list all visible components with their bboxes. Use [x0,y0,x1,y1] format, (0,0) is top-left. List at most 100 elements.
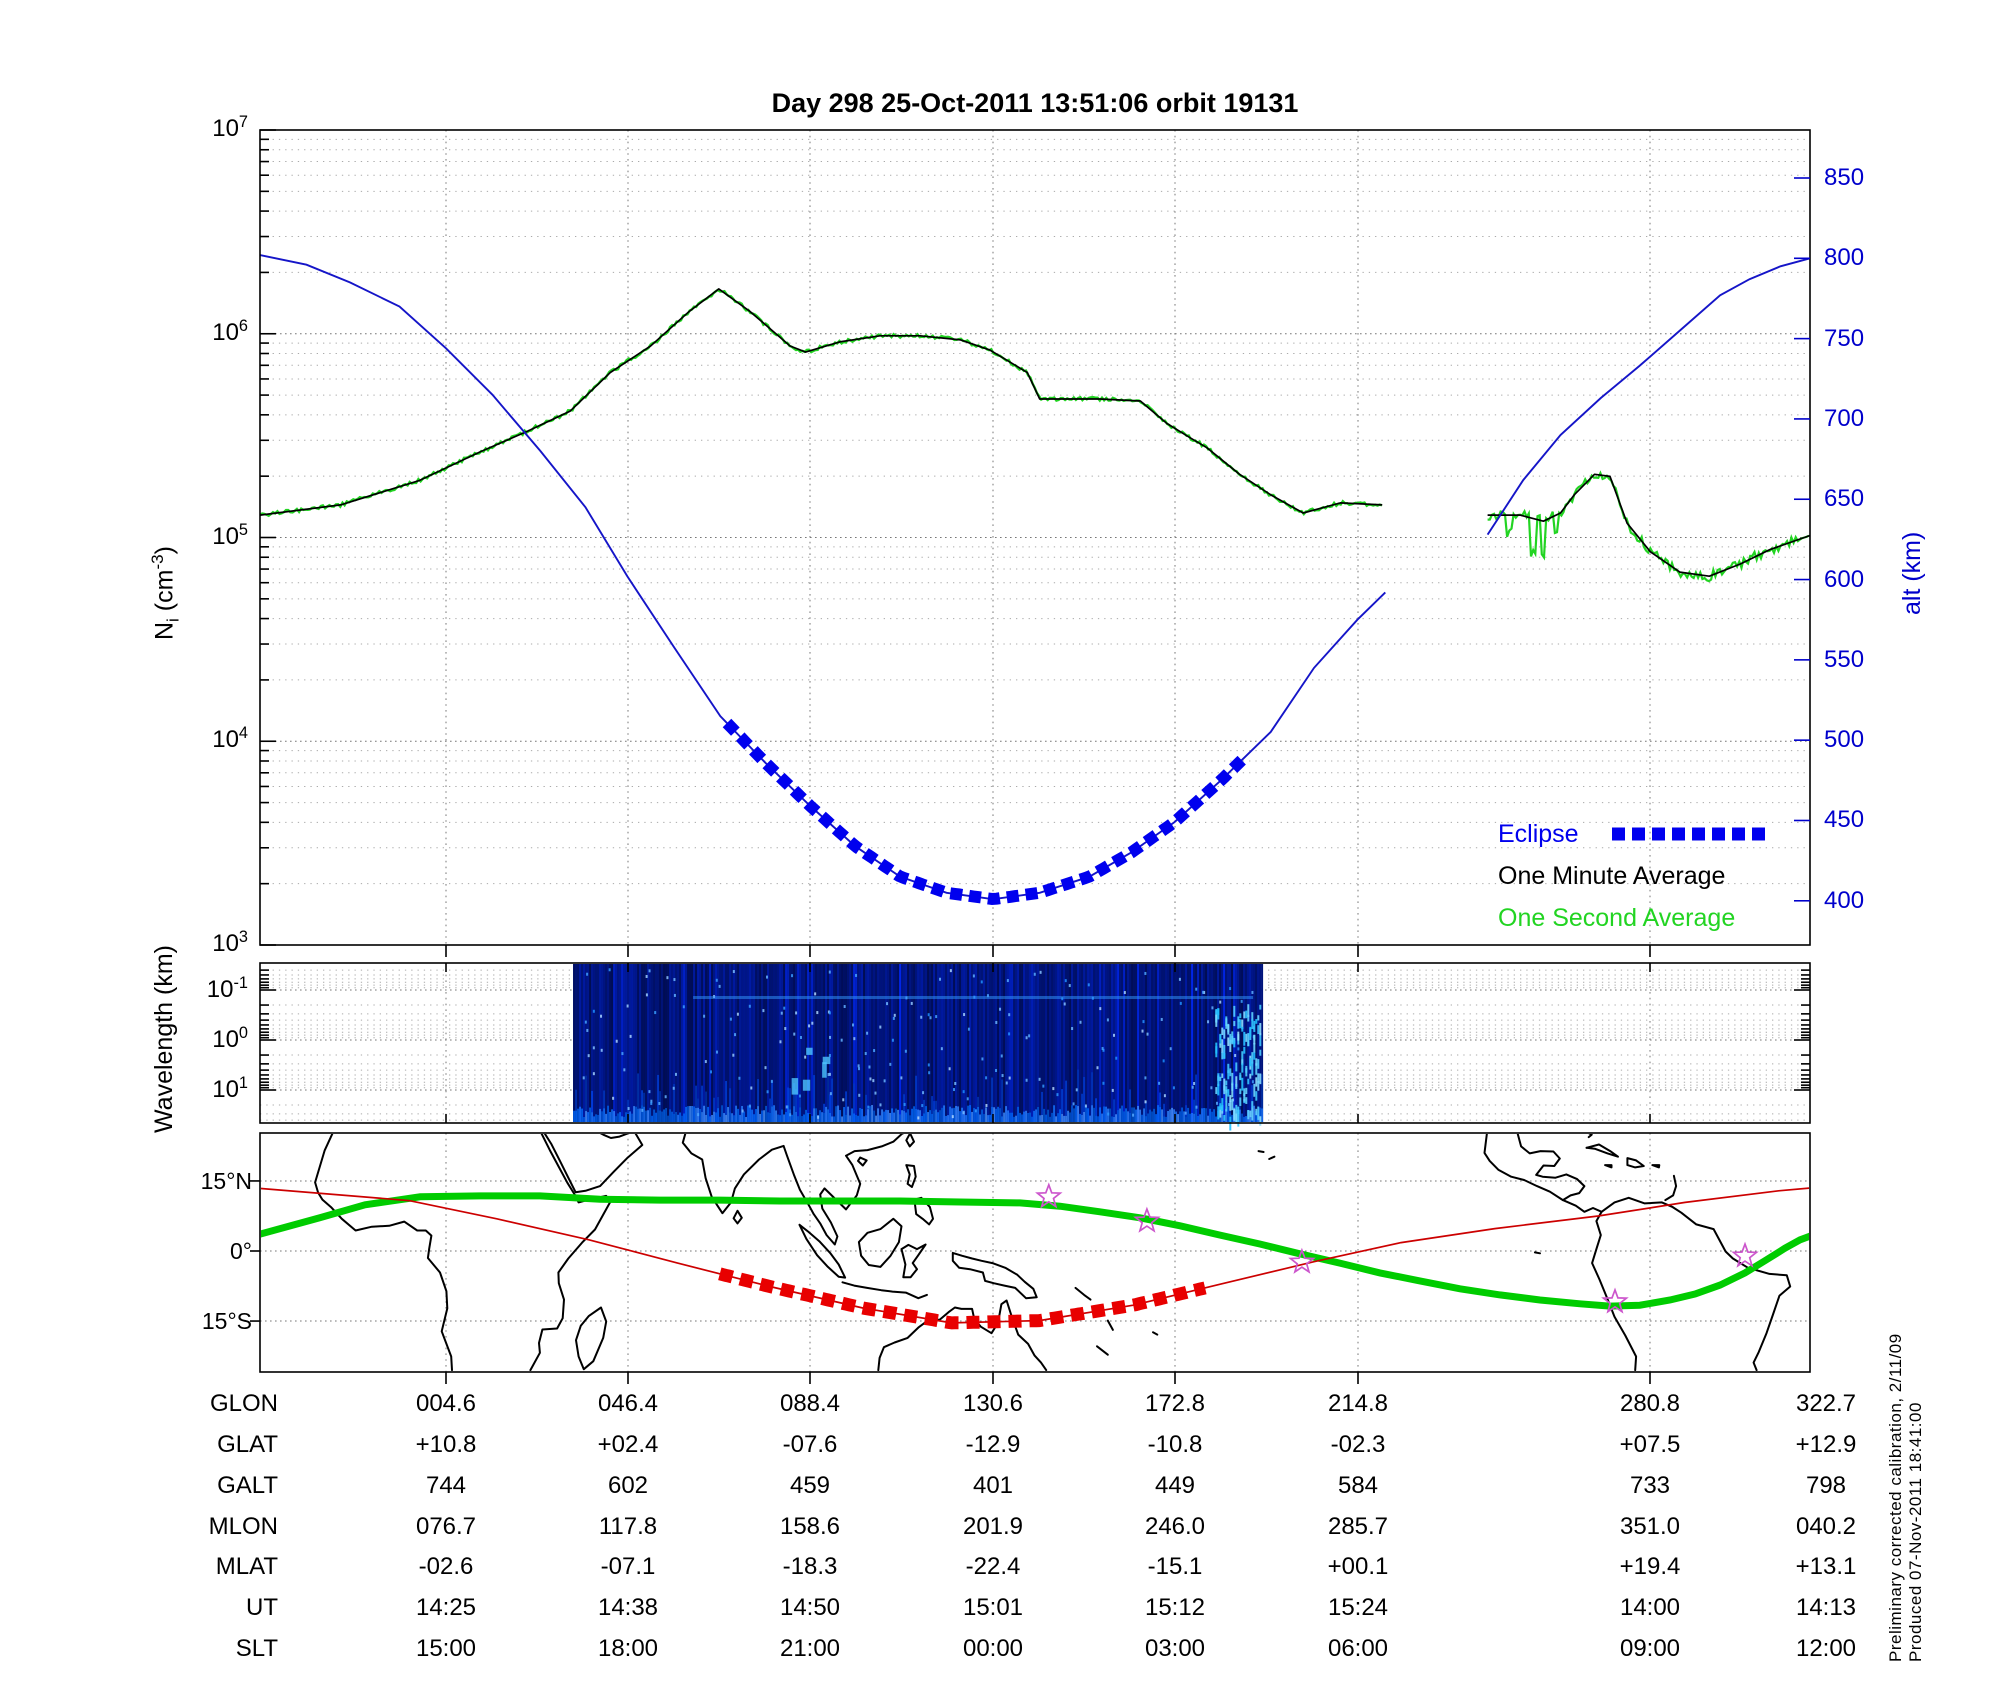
table-cell: -02.6 [418,1553,474,1580]
table-cell: +13.1 [1795,1553,1857,1580]
table-cell: 246.0 [1144,1513,1206,1540]
table-cell: 130.6 [962,1390,1024,1417]
alt-tick-label: 700 [1824,404,1865,432]
table-cell: 14:00 [1619,1594,1681,1621]
table-cell: 214.8 [1327,1390,1389,1417]
table-cell: 15:01 [962,1594,1024,1621]
table-cell: -10.8 [1147,1431,1203,1458]
table-cell: 733 [1629,1472,1671,1499]
alt-tick-label: 500 [1824,726,1865,754]
gridlines [260,130,1810,1372]
star-icon [1035,1182,1063,1209]
legend-eclipse-label: Eclipse [1498,820,1579,848]
table-cell: 798 [1805,1472,1847,1499]
table-cell: +19.4 [1619,1553,1681,1580]
table-cell: -07.6 [782,1431,838,1458]
table-cell: -15.1 [1147,1553,1203,1580]
page-title: Day 298 25-Oct-2011 13:51:06 orbit 19131 [771,88,1299,118]
ni-tick-label: 103 [212,928,248,957]
alt-tick-label: 600 [1824,565,1865,593]
table-cell: 046.4 [597,1390,659,1417]
map-lat-label-15n: 15°N [200,1168,252,1194]
table-row-label: GALT [217,1472,278,1499]
alt-tick-label: 850 [1824,164,1865,191]
table-cell: 06:00 [1327,1635,1389,1662]
table-cell: -22.4 [965,1553,1021,1580]
table-cell: +02.4 [597,1431,659,1458]
table-cell: 172.8 [1144,1390,1206,1417]
table-cell: +12.9 [1795,1431,1857,1458]
alt-tick-label: 400 [1824,886,1865,914]
axes-frames [250,129,1811,1384]
map-lat-label-15s: 15°S [201,1308,252,1334]
table-cell: -18.3 [782,1553,838,1580]
table-cell: 14:38 [597,1594,659,1621]
table-row-label: UT [246,1594,278,1621]
table-row-label: GLON [209,1390,278,1417]
ni-axis-label: Ni (cm-3) [148,546,183,640]
wavelength-axis-label: Wavelength (km) [150,944,178,1133]
alt-tick-label: 750 [1824,324,1865,352]
table-cell: 459 [789,1472,831,1499]
table-cell: 744 [425,1472,467,1499]
table-cell: -12.9 [965,1431,1021,1458]
wavelength-tick-label: 100 [212,1024,248,1053]
wavelength-tick-label: 101 [212,1074,248,1103]
producer-note: Preliminary corrected calibration, 2/11/… [1886,1333,1926,1662]
star-icon [1133,1206,1161,1233]
earthquake-stars [1035,1182,1759,1314]
table-cell: -02.3 [1330,1431,1386,1458]
table-cell: 401 [972,1472,1014,1499]
table-cell: 280.8 [1619,1390,1681,1417]
table-cell: 076.7 [415,1513,477,1540]
table-cell: -07.1 [600,1553,656,1580]
star-icon [1288,1247,1316,1274]
spectrogram [573,964,1264,1131]
table-cell: 00:00 [962,1635,1024,1662]
table-cell: 15:12 [1144,1594,1206,1621]
table-cell: +07.5 [1619,1431,1681,1458]
table-cell: 584 [1337,1472,1379,1499]
ni-tick-label: 104 [212,724,248,754]
legend-one-second-label: One Second Average [1498,904,1736,932]
table-cell: 14:13 [1795,1594,1857,1621]
table-cell: 15:24 [1327,1594,1389,1621]
star-icon [1731,1241,1759,1268]
table-cell: 12:00 [1795,1635,1857,1662]
table-cell: 117.8 [598,1513,658,1540]
alt-tick-label: 650 [1824,485,1865,513]
table-cell: 449 [1154,1472,1196,1499]
table-cell: 285.7 [1327,1513,1389,1540]
alt-tick-label: 550 [1824,645,1865,673]
producer-note-line2: Produced 07-Nov-2011 18:41:00 [1906,1402,1925,1662]
table-cell: 004.6 [415,1390,477,1417]
table-cell: 15:00 [415,1635,477,1662]
table-cell: +00.1 [1327,1553,1389,1580]
table-cell: 322.7 [1795,1390,1857,1417]
top-panel-curves [259,254,1811,906]
table-row-label: SLT [235,1635,278,1662]
table-cell: 158.6 [779,1513,841,1540]
world-map [261,1134,1809,1371]
table-cell: 201.9 [962,1513,1024,1540]
table-row-label: MLON [208,1513,278,1540]
table-row-label: GLAT [217,1431,278,1458]
table-cell: 040.2 [1795,1513,1857,1540]
legend-one-minute-label: One Minute Average [1498,862,1726,890]
alt-tick-label: 450 [1824,806,1865,834]
table-cell: 09:00 [1619,1635,1681,1662]
alt-tick-label: 800 [1824,244,1865,272]
table-cell: 21:00 [779,1635,841,1662]
table-cell: 351.0 [1619,1513,1681,1540]
star-icon [1601,1287,1629,1314]
table-cell: 14:50 [779,1594,841,1621]
table-row-label: MLAT [215,1553,278,1580]
table-cell: 602 [607,1472,649,1499]
wavelength-tick-label: 10-1 [206,974,248,1003]
table-cell: 088.4 [779,1390,841,1417]
table-cell: 18:00 [597,1635,659,1662]
ni-tick-label: 105 [212,520,248,550]
table-cell: 14:25 [415,1594,477,1621]
table-cell: 03:00 [1144,1635,1206,1662]
